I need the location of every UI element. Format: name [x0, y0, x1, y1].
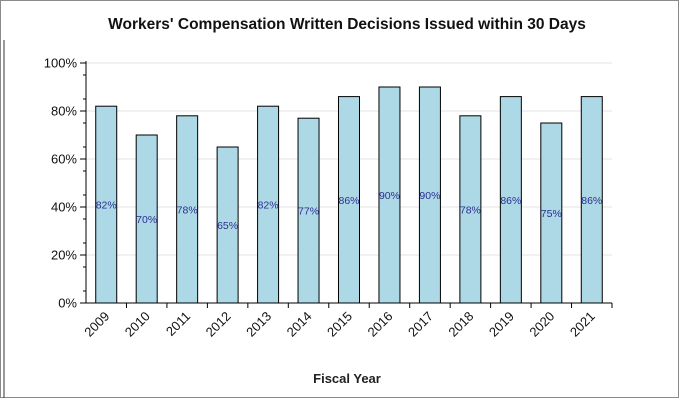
data-label: 86% [581, 195, 602, 207]
data-label: 70% [136, 214, 157, 226]
data-label: 86% [338, 195, 359, 207]
data-label: 90% [419, 190, 440, 202]
data-label: 65% [217, 220, 238, 232]
y-tick-label: 40% [51, 200, 77, 215]
chart-title: Workers' Compensation Written Decisions … [108, 16, 586, 33]
axes [80, 61, 613, 308]
y-tick-label: 20% [51, 248, 77, 263]
data-label: 75% [541, 208, 562, 220]
data-label: 82% [96, 200, 117, 212]
y-tick-label: 60% [51, 152, 77, 167]
data-label: 78% [177, 204, 198, 216]
data-label: 82% [258, 200, 279, 212]
y-tick-labels: 0% 20% 40% 60% 80% 100% [44, 56, 78, 311]
data-labels: 82% 70% 78% 65% 82% 77% 86% 90% 90% 78% 86% 75% 86% [96, 190, 603, 232]
y-tick-label: 100% [44, 56, 78, 71]
data-label: 77% [298, 206, 319, 218]
y-tick-label: 0% [58, 296, 77, 311]
data-label: 86% [500, 195, 521, 207]
data-label: 78% [460, 204, 481, 216]
y-tick-label: 80% [51, 104, 77, 119]
bars [95, 86, 603, 304]
data-label: 90% [379, 190, 400, 202]
x-axis-label: Fiscal Year [313, 371, 381, 386]
